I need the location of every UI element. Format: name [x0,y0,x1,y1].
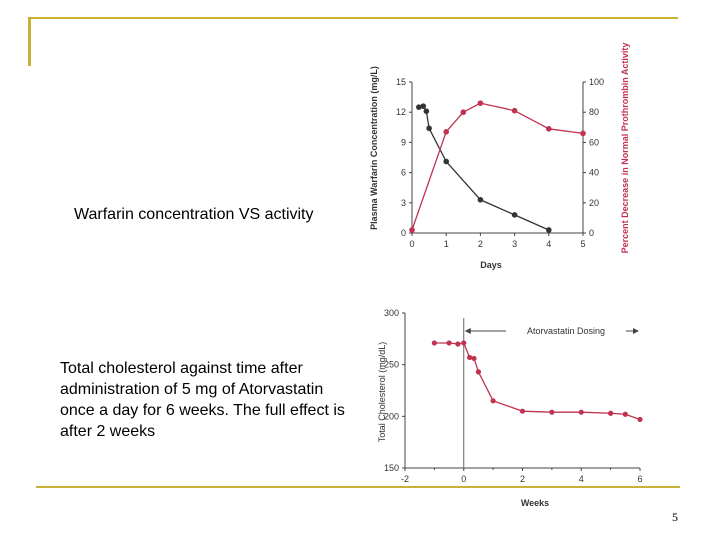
cholesterol-data-point [608,410,614,416]
warfarin-y-tick-label: 3 [401,198,406,208]
cholesterol-data-point [461,340,467,346]
decor-left-rule [28,18,31,66]
decor-bottom-rule [36,486,680,488]
cholesterol-x-axis-label: Weeks [521,498,549,508]
warfarin-data-point [477,196,484,203]
warfarin-y2-tick-label: 80 [589,107,599,117]
warfarin-y2-tick-label: 0 [589,228,594,238]
warfarin-data-point [546,126,552,132]
cholesterol-x-tick-label: 0 [461,474,466,484]
cholesterol-data-point [578,409,584,415]
warfarin-data-point [460,109,467,115]
cholesterol-data-point [549,409,555,415]
warfarin-x-tick-label: 1 [444,239,449,249]
warfarin-y-tick-label: 9 [401,137,406,147]
cholesterol-data-point [446,340,452,346]
cholesterol-data-point [519,408,526,414]
dosing-annotation-bg [506,325,626,336]
warfarin-y-tick-label: 12 [396,107,406,117]
cholesterol-data-point [622,411,628,417]
cholesterol-x-tick-label: 6 [637,474,642,484]
warfarin-y2-tick-label: 40 [589,168,599,178]
warfarin-x-tick-label: 2 [478,239,483,249]
cholesterol-y-tick-label: 250 [384,360,399,370]
cholesterol-x-tick-label: 4 [579,474,584,484]
warfarin-x-tick-label: 5 [580,239,585,249]
cholesterol-y-tick-label: 200 [384,411,399,421]
dosing-arrow-head-right [633,328,639,334]
warfarin-data-point [420,103,427,109]
cholesterol-data-point [490,398,496,404]
warfarin-y-tick-label: 15 [396,77,406,87]
warfarin-data-point [511,107,518,114]
decor-top-rule [28,17,678,19]
dosing-annotation: Atorvastatin Dosing [527,326,605,336]
caption-atorvastatin: Total cholesterol against time after adm… [60,360,345,440]
cholesterol-y-tick-label: 150 [384,463,399,473]
cholesterol-data-point [475,369,482,375]
warfarin-y-axis-label: Plasma Warfarin Concentration (mg/L) [369,66,379,230]
cholesterol-data-point [455,341,461,347]
cholesterol-data-point [637,416,643,423]
warfarin-y2-tick-label: 60 [589,137,599,147]
warfarin-data-point [416,104,422,110]
cholesterol-data-point [471,355,477,362]
warfarin-data-point [511,212,518,218]
warfarin-data-point [580,130,586,137]
cholesterol-x-tick-label: -2 [401,474,409,484]
warfarin-data-point [426,125,432,132]
warfarin-data-point [409,227,415,233]
warfarin-data-point [443,129,450,135]
warfarin-x-tick-label: 0 [409,239,414,249]
cholesterol-data-point [431,340,437,346]
cholesterol-x-tick-label: 2 [520,474,525,484]
warfarin-y-tick-label: 0 [401,228,406,238]
warfarin-x-tick-label: 3 [512,239,517,249]
warfarin-data-point [423,108,430,114]
dosing-arrow-head-left [464,328,471,334]
caption-warfarin: Warfarin concentration VS activity [74,206,314,223]
warfarin-x-tick-label: 4 [546,239,551,249]
warfarin-data-point [443,158,450,165]
cholesterol-data-point [467,354,473,361]
warfarin-x-axis-label: Days [480,260,502,270]
cholesterol-y-tick-label: 300 [384,308,399,318]
warfarin-data-point [477,100,484,106]
warfarin-y-tick-label: 6 [401,168,406,178]
warfarin-y2-tick-label: 100 [589,77,604,87]
cholesterol-series-line-0 [434,342,641,421]
warfarin-y2-tick-label: 20 [589,198,599,208]
cholesterol-y-axis-label: Total Cholesterol (mg/dL) [377,342,387,443]
warfarin-data-point [546,227,552,233]
warfarin-y2-axis-label: Percent Decrease in Normal Prothrombin A… [620,43,630,254]
page-number: 5 [672,510,678,524]
